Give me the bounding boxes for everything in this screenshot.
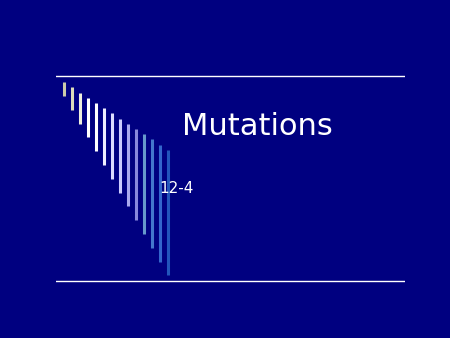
Text: 12-4: 12-4 (159, 182, 194, 196)
Text: Mutations: Mutations (182, 112, 333, 141)
